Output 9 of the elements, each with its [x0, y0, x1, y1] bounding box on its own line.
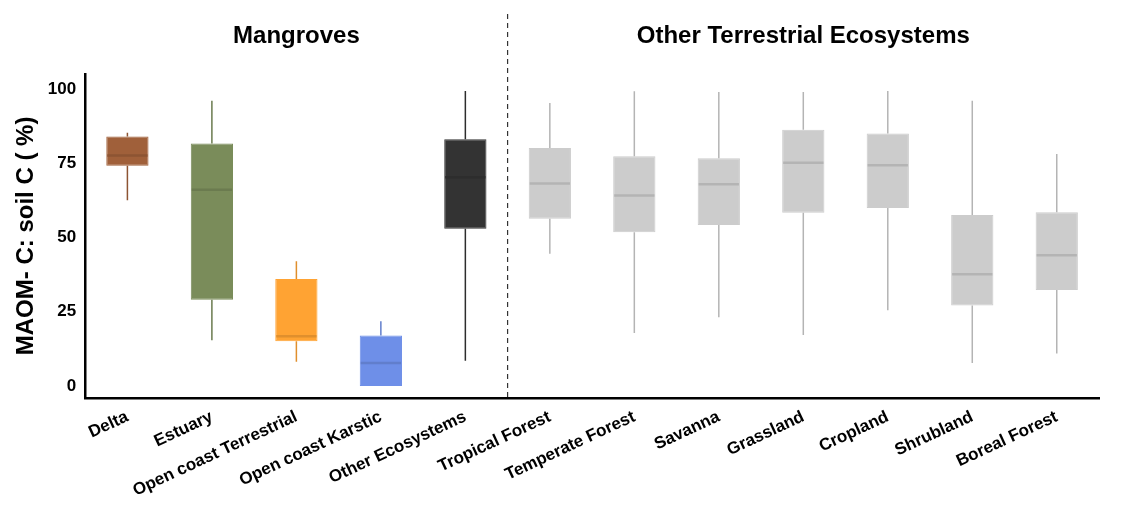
text: Mangroves — [233, 20, 360, 48]
y-tick-label: 25 — [57, 301, 77, 321]
y-tick-label: 100 — [47, 78, 77, 98]
y-tick-label: 50 — [57, 227, 77, 247]
text: Other Terrestrial Ecosystems — [636, 20, 970, 48]
y-tick-label: 75 — [57, 152, 77, 172]
y-axis-title: MAOM- C: soil C ( %) — [11, 116, 39, 356]
y-tick-label: 0 — [66, 375, 77, 395]
x-tick-label: Delta — [85, 406, 132, 442]
